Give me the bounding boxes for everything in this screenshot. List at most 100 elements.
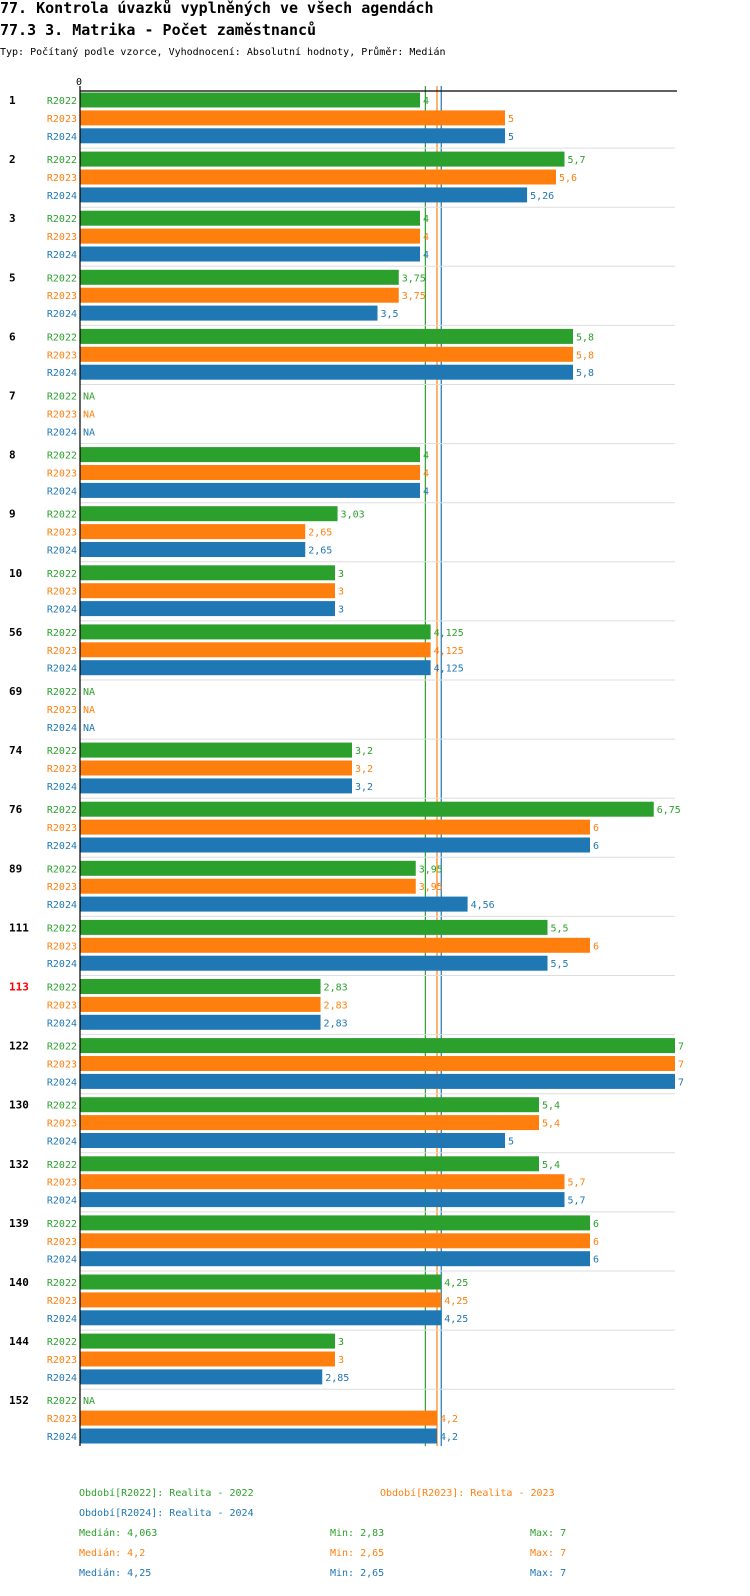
value-label-144-r2024: 2,85	[325, 1373, 349, 1384]
legend-min-r2022: Min: 2,83	[330, 1528, 384, 1539]
series-label-74-r2023: R2023	[47, 764, 77, 775]
series-label-8-r2024: R2024	[47, 486, 77, 497]
bar-113-r2023	[80, 996, 321, 1012]
bar-5-r2023	[80, 287, 399, 303]
series-label-139-r2023: R2023	[47, 1237, 77, 1248]
bar-139-r2023	[80, 1233, 590, 1249]
bar-144-r2022	[80, 1333, 335, 1349]
value-label-139-r2023: 6	[593, 1237, 599, 1248]
value-label-74-r2024: 3,2	[355, 782, 373, 793]
value-label-113-r2024: 2,83	[324, 1018, 348, 1029]
series-label-56-r2023: R2023	[47, 646, 77, 657]
group-label-1: 1	[9, 94, 16, 107]
group-label-130: 130	[9, 1099, 29, 1112]
series-label-140-r2023: R2023	[47, 1296, 77, 1307]
series-label-130-r2024: R2024	[47, 1137, 77, 1148]
legend-max-r2023: Max: 7	[530, 1548, 566, 1559]
bar-74-r2022	[80, 742, 352, 758]
bar-122-r2023	[80, 1056, 675, 1071]
series-label-140-r2024: R2024	[47, 1314, 77, 1325]
value-label-113-r2023: 2,83	[324, 1000, 348, 1011]
group-label-122: 122	[9, 1040, 29, 1053]
bar-139-r2022	[80, 1215, 590, 1231]
bar-130-r2023	[80, 1115, 539, 1131]
series-label-2-r2024: R2024	[47, 191, 77, 202]
bar-152-r2024	[80, 1428, 437, 1444]
value-label-10-r2024: 3	[338, 605, 344, 616]
value-label-3-r2023: 4	[423, 232, 429, 243]
legend-period-r2023: Období[R2023]: Realita - 2023	[380, 1487, 555, 1499]
value-label-89-r2023: 3,95	[419, 882, 443, 893]
na-label-7-r2022: NA	[83, 392, 95, 403]
value-label-144-r2022: 3	[338, 1337, 344, 1348]
bar-113-r2024	[80, 1014, 321, 1030]
bar-140-r2023	[80, 1292, 442, 1308]
bar-76-r2023	[80, 819, 590, 835]
value-label-2-r2023: 5,6	[559, 173, 577, 184]
bar-10-r2023	[80, 583, 335, 599]
bar-144-r2023	[80, 1351, 335, 1367]
series-label-76-r2023: R2023	[47, 823, 77, 834]
series-label-89-r2023: R2023	[47, 882, 77, 893]
bar-74-r2023	[80, 760, 352, 776]
value-label-56-r2022: 4,125	[434, 628, 464, 639]
bar-2-r2022	[80, 151, 565, 167]
group-label-89: 89	[9, 862, 22, 875]
series-label-6-r2024: R2024	[47, 368, 77, 379]
group-label-152: 152	[9, 1394, 29, 1407]
bar-2-r2024	[80, 187, 528, 203]
value-label-139-r2022: 6	[593, 1219, 599, 1230]
value-label-8-r2024: 4	[423, 486, 429, 497]
value-label-140-r2022: 4,25	[444, 1278, 468, 1289]
bar-132-r2022	[80, 1156, 539, 1172]
chart-title: 77. Kontrola úvazků vyplněných ve všech …	[0, 0, 433, 17]
series-label-2-r2023: R2023	[47, 173, 77, 184]
value-label-122-r2023: 7	[678, 1060, 684, 1071]
series-label-113-r2023: R2023	[47, 1000, 77, 1011]
bar-140-r2024	[80, 1310, 442, 1326]
value-label-5-r2022: 3,75	[402, 273, 426, 284]
bar-9-r2023	[80, 524, 306, 540]
value-label-76-r2024: 6	[593, 841, 599, 852]
bar-139-r2024	[80, 1251, 590, 1267]
value-label-113-r2022: 2,83	[324, 983, 348, 994]
value-label-132-r2024: 5,7	[568, 1196, 586, 1207]
series-label-2-r2022: R2022	[47, 155, 77, 166]
bar-3-r2024	[80, 246, 420, 262]
value-label-132-r2022: 5,4	[542, 1160, 560, 1171]
na-label-7-r2023: NA	[83, 409, 95, 420]
series-label-10-r2023: R2023	[47, 587, 77, 598]
value-label-140-r2023: 4,25	[444, 1296, 468, 1307]
series-label-76-r2022: R2022	[47, 805, 77, 816]
value-label-56-r2023: 4,125	[434, 646, 464, 657]
bar-6-r2024	[80, 364, 573, 380]
value-label-6-r2023: 5,8	[576, 350, 594, 361]
bar-111-r2022	[80, 919, 548, 935]
legend-max-r2022: Max: 7	[530, 1528, 566, 1539]
series-label-152-r2022: R2022	[47, 1396, 77, 1407]
bar-8-r2023	[80, 465, 420, 480]
group-label-140: 140	[9, 1276, 29, 1289]
group-label-6: 6	[9, 330, 16, 343]
value-label-8-r2023: 4	[423, 469, 429, 480]
group-label-10: 10	[9, 567, 22, 580]
value-label-6-r2022: 5,8	[576, 332, 594, 343]
value-label-74-r2023: 3,2	[355, 764, 373, 775]
series-label-111-r2022: R2022	[47, 923, 77, 934]
series-label-9-r2022: R2022	[47, 510, 77, 521]
bar-10-r2022	[80, 565, 335, 581]
series-label-1-r2024: R2024	[47, 132, 77, 143]
group-label-74: 74	[9, 744, 23, 757]
value-label-122-r2024: 7	[678, 1077, 684, 1088]
group-label-76: 76	[9, 803, 23, 816]
bar-89-r2024	[80, 896, 468, 912]
group-label-8: 8	[9, 449, 16, 462]
bar-5-r2024	[80, 305, 378, 321]
value-label-2-r2024: 5,26	[530, 191, 554, 202]
value-label-76-r2022: 6,75	[657, 805, 681, 816]
series-label-144-r2024: R2024	[47, 1373, 77, 1384]
na-label-152-r2022: NA	[83, 1396, 95, 1407]
series-label-1-r2023: R2023	[47, 114, 77, 125]
series-label-5-r2023: R2023	[47, 291, 77, 302]
series-label-139-r2022: R2022	[47, 1219, 77, 1230]
